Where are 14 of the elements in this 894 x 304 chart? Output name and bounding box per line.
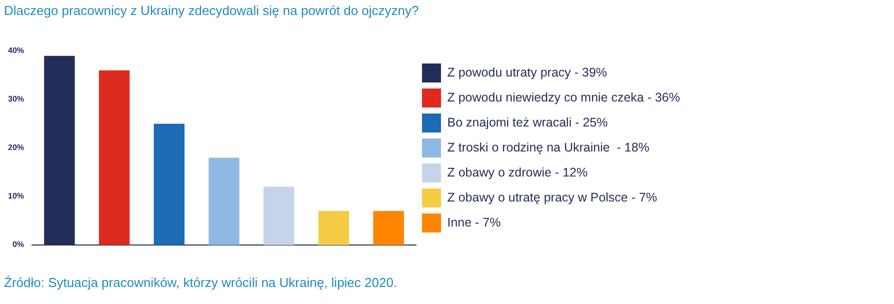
- y-tick-label: 10%: [8, 192, 24, 201]
- legend-label: Z troski o rodzinę na Ukrainie - 18%: [447, 140, 650, 154]
- legend-label: Bo znajomi też wracali - 25%: [447, 115, 608, 130]
- text: Źródło: Sytuacja pracowników, którzy wrócili na Ukrainę, lipiec 2020.: [4, 275, 398, 290]
- chart-title: Dlaczego pracownicy z Ukrainy zdecydowali się na powrót do ojczyzny?: [4, 3, 419, 18]
- y-tick-label: 0%: [12, 240, 24, 250]
- legend-label: Z powodu utraty pracy - 39%: [447, 65, 608, 80]
- y-tick-label: 20%: [8, 143, 24, 152]
- legend-label: Inne - 7%: [447, 215, 501, 230]
- y-tick-label: 30%: [8, 94, 24, 104]
- legend-label: Z powodu niewiedzy co mnie czeka - 36%: [447, 90, 680, 104]
- legend-label: Z obawy o utratę pracy w Polsce - 7%: [447, 190, 658, 204]
- y-tick-label: 40%: [8, 46, 24, 56]
- legend-label: Z obawy o zdrowie - 12%: [447, 165, 588, 180]
